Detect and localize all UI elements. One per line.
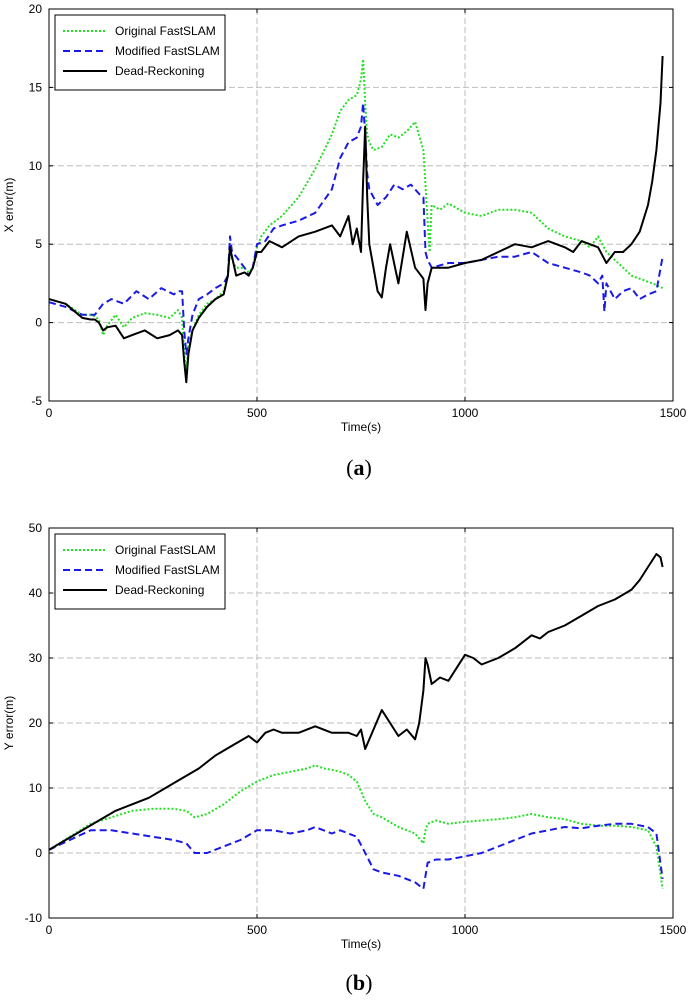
caption-open: ( [346,455,353,480]
y-tick-label: 40 [29,586,43,600]
legend: Original FastSLAM Modified FastSLAM Dead-R… [54,533,226,610]
y-tick-label: 15 [29,80,43,94]
y-tick-label: 20 [29,716,43,730]
legend-box [54,14,226,91]
series-line-modified-fastslam [48,102,664,355]
caption-close: ) [365,455,372,480]
x-tick-label: 1500 [660,406,687,420]
axes-frame [48,8,674,402]
legend-label: Original FastSLAM [115,24,216,38]
caption-open: ( [346,970,353,995]
y-tick-label: 20 [29,2,43,16]
legend-label: Dead-Reckoning [115,64,204,78]
caption-letter: a [354,455,365,480]
y-tick-label: 50 [29,521,43,535]
x-tick-label: 500 [247,406,267,420]
legend: Original FastSLAM Modified FastSLAM Dead-R… [54,14,226,91]
legend-label: Modified FastSLAM [115,44,220,58]
figure-caption: (b) [346,970,373,995]
y-axis-label: Y error(m) [2,696,16,750]
y-tick-label: -10 [25,911,43,925]
legend-box [54,533,226,610]
series-line-modified-fastslam [48,822,664,890]
series-line-dead-reckoning [48,55,664,384]
x-tick-label: 1000 [452,923,479,937]
chart-panel-a: 0 500 1000 1500 -5 0 5 10 15 20 Time(s) X error(m) O… [2,2,687,480]
series-line-dead-reckoning [48,553,664,851]
x-tick-label: 1500 [660,923,687,937]
y-tick-label: -5 [31,394,42,408]
legend-label: Dead-Reckoning [115,583,204,597]
legend-label: Original FastSLAM [115,543,216,557]
caption-letter: b [353,970,365,995]
y-tick-label: 0 [35,846,42,860]
legend-label: Modified FastSLAM [115,563,220,577]
x-tick-label: 500 [247,923,267,937]
y-tick-label: 30 [29,651,43,665]
y-tick-label: 5 [35,237,42,251]
figure-caption: (a) [346,455,372,480]
x-tick-label: 1000 [452,406,479,420]
y-tick-label: 10 [29,781,43,795]
x-axis-label: Time(s) [341,937,381,951]
x-axis-label: Time(s) [341,420,381,434]
y-tick-label: 0 [35,316,42,330]
x-tick-label: 0 [46,406,53,420]
caption-close: ) [365,970,372,995]
y-axis-label: X error(m) [2,178,16,233]
series-line-original-fastslam [48,58,664,371]
x-tick-label: 0 [46,923,53,937]
series-line-original-fastslam [48,764,664,889]
y-tick-label: 10 [29,159,43,173]
